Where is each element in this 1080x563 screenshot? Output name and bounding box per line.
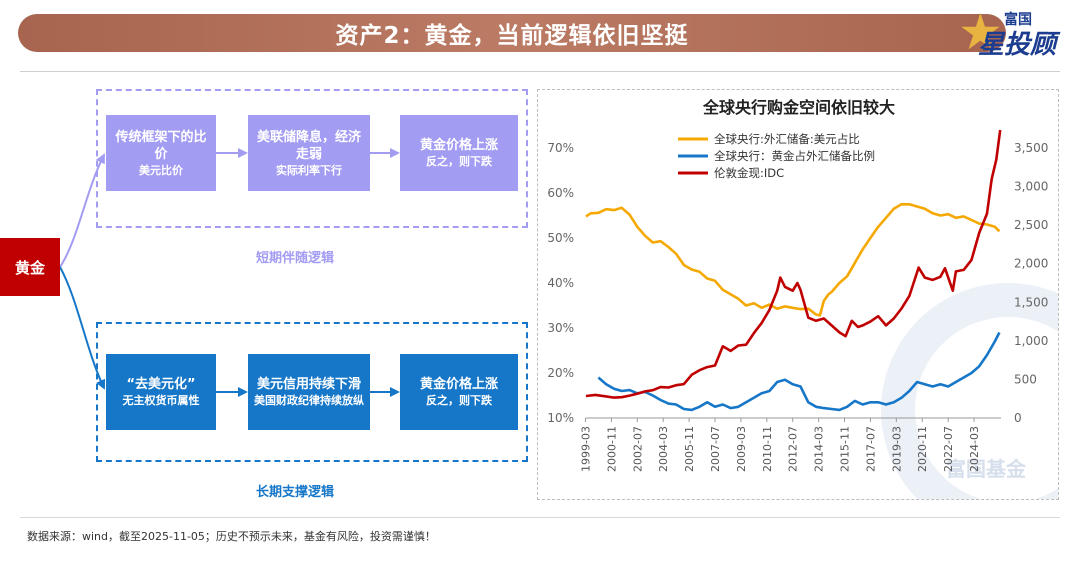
y-left-tick-label: 40% [547,276,574,290]
long-box-1: “去美元化” 无主权货币属性 [106,354,216,430]
y-right-tick-label: 3,000 [1014,180,1048,194]
short-box-2-main: 美联储降息，经济走弱 [256,129,361,162]
short-box-1: 传统框架下的比价 美元比价 [106,115,216,191]
long-box-3-main: 黄金价格上涨 [419,377,498,392]
short-box-3-main: 黄金价格上涨 [419,138,498,153]
x-tick-label: 1999-03 [579,426,592,472]
x-tick-label: 2005-11 [683,426,696,472]
y-right-tick-label: 3,500 [1014,141,1048,155]
short-term-caption: 短期伴随逻辑 [256,251,335,266]
y-left-tick-label: 20% [547,366,574,380]
short-box-2: 美联储降息，经济走弱 实际利率下行 [248,115,370,191]
short-box-3: 黄金价格上涨 反之，则下跌 [400,115,518,191]
x-tick-label: 2002-07 [631,426,644,472]
x-tick-label: 2012-07 [787,426,800,472]
short-box-1-sub: 美元比价 [139,163,183,177]
x-tick-label: 2009-03 [735,426,748,472]
x-tick-label: 2007-07 [709,426,722,472]
long-box-1-sub: 无主权货币属性 [122,394,200,407]
x-tick-label: 2014-03 [813,426,826,472]
y-left-tick-label: 60% [547,186,574,200]
y-right-tick-label: 1,000 [1014,334,1048,348]
y-left-tick-label: 30% [547,321,574,335]
branch-long [59,266,106,390]
long-term-caption: 长期支撑逻辑 [256,485,335,500]
x-tick-label: 2017-07 [864,426,877,472]
legend-label-1: 全球央行：黄金占外汇储备比例 [714,149,875,163]
long-term-frame [96,322,528,462]
long-box-3-sub: 反之，则下跌 [426,394,492,407]
long-box-2-main: 美元信用持续下滑 [256,377,361,392]
x-tick-label: 2015-11 [839,426,852,472]
short-box-3-sub: 反之，则下跌 [426,155,492,168]
short-box-1-main: 传统框架下的比价 [115,129,207,162]
page-title: 资产2：黄金，当前逻辑依旧坚挺 [335,23,689,49]
short-term-frame [96,89,528,228]
x-tick-label: 2004-03 [657,426,670,472]
y-right-tick-label: 2,500 [1014,218,1048,232]
y-right-tick-label: 500 [1014,372,1037,386]
x-tick-label: 2024-03 [968,426,981,472]
y-left-tick-label: 50% [547,231,574,245]
long-box-1-main: “去美元化” [126,377,196,392]
header-divider [20,71,1060,72]
y-left-tick-label: 10% [547,411,574,425]
gold-root-label: 黄金 [14,258,45,277]
series-line-2 [585,129,1002,399]
logo-top-text: 富国 [1004,12,1032,28]
y-left-tick-label: 70% [547,141,574,155]
x-tick-label: 2010-11 [761,426,774,472]
long-box-2-sub: 美国财政纪律持续放纵 [254,394,364,407]
gold-reserve-chart: 富国基金 全球央行购金空间依旧较大全球央行:外汇储备:美元占比全球央行：黄金占外汇… [547,98,1058,499]
logo-main-text: 星投顾 [978,30,1057,60]
title-banner: 资产2：黄金，当前逻辑依旧坚挺 [18,14,1006,52]
x-tick-label: 2022-07 [942,426,955,472]
y-right-tick-label: 0 [1014,411,1022,425]
chart-title: 全球央行购金空间依旧较大 [702,98,895,117]
branch-short [59,153,105,268]
y-right-tick-label: 1,500 [1014,295,1048,309]
y-right-tick-label: 2,000 [1014,257,1048,271]
flow-connectors [59,148,400,397]
watermark-text: 富国基金 [946,457,1027,481]
brand-logo: ★ 富国 星投顾 [958,4,1068,60]
gold-root-node: 黄金 [0,238,60,296]
legend-label-2: 伦敦金现:IDC [714,166,784,180]
watermark-ring [881,283,1058,499]
star-icon: ★ [958,3,1003,61]
long-box-3: 黄金价格上涨 反之，则下跌 [400,354,518,430]
series-line-0 [585,203,1001,317]
short-box-2-sub: 实际利率下行 [276,163,342,177]
x-tick-label: 2019-03 [890,426,903,472]
source-note: 数据来源：wind，截至2025-11-05；历史不预示未来，基金有风险，投资需… [27,530,436,543]
legend-label-0: 全球央行:外汇储备:美元占比 [714,132,860,146]
long-box-2: 美元信用持续下滑 美国财政纪律持续放纵 [248,354,370,430]
chart-panel: 富国基金 全球央行购金空间依旧较大全球央行:外汇储备:美元占比全球央行：黄金占外汇… [537,89,1059,500]
footer-divider [20,517,1060,518]
x-tick-label: 2000-11 [605,426,618,472]
series-line-1 [597,331,1001,412]
x-tick-label: 2020-11 [916,426,929,472]
